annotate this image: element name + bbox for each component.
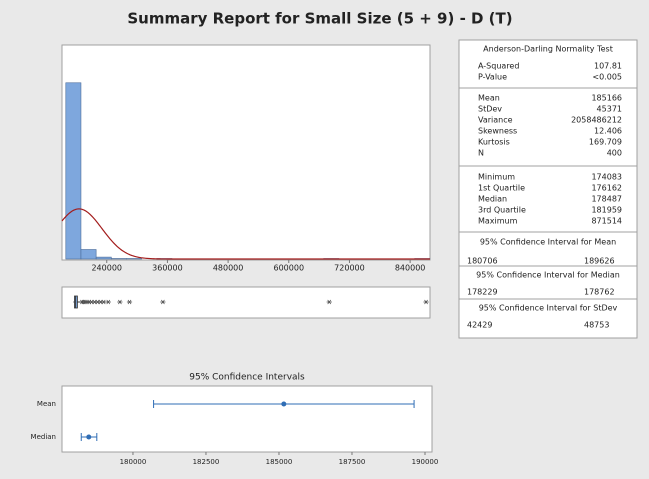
- ci-lower: 178229: [467, 288, 498, 297]
- section-title: 95% Confidence Interval for StDev: [479, 304, 618, 313]
- outlier: [160, 299, 166, 305]
- x-tick-label: 360000: [152, 264, 183, 273]
- x-tick-label: 240000: [91, 264, 122, 273]
- stat-label: A-Squared: [478, 62, 519, 71]
- stat-value: 871514: [591, 217, 622, 226]
- stat-value: 181959: [591, 206, 622, 215]
- normal-curve: [61, 208, 430, 260]
- x-tick-label: 720000: [334, 264, 365, 273]
- stat-label: Skewness: [478, 127, 517, 136]
- ci-lower: 42429: [467, 321, 492, 330]
- stat-label: P-Value: [478, 73, 507, 82]
- interval-title: 95% Confidence Intervals: [189, 373, 305, 383]
- x-tick-label: 600000: [274, 264, 305, 273]
- outlier: [423, 299, 429, 305]
- x-tick-label: 190000: [412, 458, 439, 466]
- stat-value: 185166: [591, 94, 622, 103]
- x-tick-label: 480000: [213, 264, 244, 273]
- x-tick-label: 182500: [193, 458, 220, 466]
- outlier: [126, 299, 133, 305]
- outlier: [326, 299, 332, 305]
- stat-value: 169.709: [589, 138, 622, 147]
- report-title: Summary Report for Small Size (5 + 9) - …: [127, 10, 512, 28]
- estimate-point: [281, 401, 287, 407]
- stat-value: 178487: [591, 195, 622, 204]
- row-label: Mean: [37, 400, 56, 408]
- stat-label: 3rd Quartile: [478, 206, 526, 215]
- stat-value: 400: [607, 149, 622, 158]
- stat-value: 2058486212: [571, 116, 622, 125]
- stat-value: 107.81: [594, 62, 622, 71]
- outlier: [101, 299, 107, 305]
- stat-label: Maximum: [478, 217, 518, 226]
- interval-panel: [61, 385, 433, 453]
- section-title: 95% Confidence Interval for Mean: [480, 238, 616, 247]
- stat-value: 174083: [591, 173, 622, 182]
- stat-value: 176162: [591, 184, 622, 193]
- histogram-bar: [95, 256, 112, 260]
- estimate-point: [86, 434, 92, 440]
- stat-label: Median: [478, 195, 507, 204]
- x-tick-label: 185000: [266, 458, 293, 466]
- x-tick-label: 180000: [120, 458, 147, 466]
- section-title: Anderson-Darling Normality Test: [483, 45, 613, 54]
- stat-value: 45371: [597, 105, 622, 114]
- stat-label: N: [478, 149, 484, 158]
- histogram-bar: [65, 82, 82, 260]
- row-label: Median: [31, 433, 56, 441]
- stat-value: 12.406: [594, 127, 622, 136]
- stat-label: Variance: [478, 116, 513, 125]
- stat-value: <0.005: [592, 73, 622, 82]
- ci-upper: 189626: [584, 257, 615, 266]
- x-tick-label: 840000: [395, 264, 426, 273]
- ci-upper: 178762: [584, 288, 615, 297]
- stat-label: 1st Quartile: [478, 184, 525, 193]
- stats-table: [458, 39, 638, 339]
- stat-label: Mean: [478, 94, 500, 103]
- boxplot-panel: [61, 286, 431, 319]
- ci-upper: 48753: [584, 321, 609, 330]
- stat-label: Minimum: [478, 173, 515, 182]
- stat-label: StDev: [478, 105, 502, 114]
- ci-lower: 180706: [467, 257, 498, 266]
- histogram-panel: [61, 44, 431, 261]
- histogram-bar: [80, 249, 97, 260]
- outlier: [105, 299, 111, 305]
- outlier: [117, 299, 123, 305]
- stat-label: Kurtosis: [478, 138, 510, 147]
- x-tick-label: 187500: [339, 458, 366, 466]
- section-title: 95% Confidence Interval for Median: [476, 271, 620, 280]
